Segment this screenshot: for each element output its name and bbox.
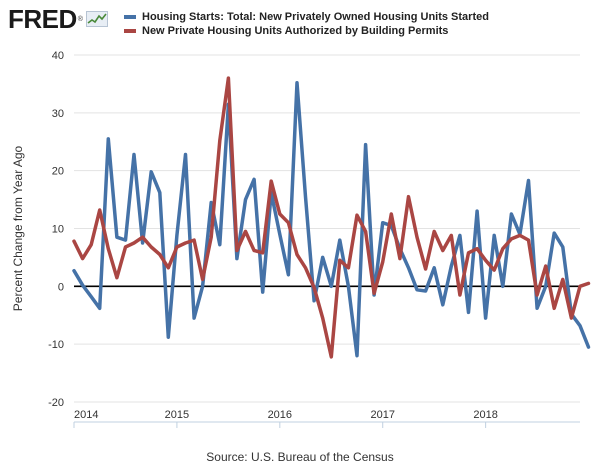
y-tick-label: -20 <box>48 397 64 409</box>
legend-item-housing-starts[interactable]: Housing Starts: Total: New Privately Own… <box>124 10 489 24</box>
y-tick-label: 30 <box>52 108 64 120</box>
y-tick-label: 10 <box>52 224 64 236</box>
legend-swatch-building-permits <box>124 29 136 33</box>
legend-item-building-permits[interactable]: New Private Housing Units Authorized by … <box>124 24 489 38</box>
x-tick-label: 2014 <box>74 409 98 421</box>
y-tick-label: 40 <box>52 50 64 62</box>
series-line-building-permits[interactable] <box>72 76 591 359</box>
x-tick-label: 2016 <box>268 409 292 421</box>
registered-mark: ® <box>77 15 83 23</box>
axes: -20 -10 0 10 20 30 40 2014 2015 2016 2017 2018 <box>48 50 580 428</box>
series-lines <box>72 76 591 359</box>
legend-swatch-housing-starts <box>124 15 136 19</box>
y-tick-label: 0 <box>58 281 64 293</box>
chart-legend: Housing Starts: Total: New Privately Own… <box>124 10 489 38</box>
logo-text: FRED <box>8 4 77 34</box>
fred-logo[interactable]: FRED ® <box>8 6 108 32</box>
legend-label-building-permits: New Private Housing Units Authorized by … <box>142 25 449 37</box>
y-axis-label: Percent Change from Year Ago <box>11 145 25 311</box>
series-line-housing-starts[interactable] <box>72 81 591 358</box>
y-tick-label: -10 <box>48 339 64 351</box>
grid-lines <box>74 54 580 403</box>
legend-label-housing-starts: Housing Starts: Total: New Privately Own… <box>142 11 489 23</box>
line-chart-icon <box>85 11 108 27</box>
x-tick-label: 2017 <box>370 409 394 421</box>
source-note: Source: U.S. Bureau of the Census <box>206 450 394 464</box>
x-tick-label: 2018 <box>473 409 497 421</box>
y-tick-label: 20 <box>52 166 64 178</box>
x-tick-label: 2015 <box>165 409 189 421</box>
